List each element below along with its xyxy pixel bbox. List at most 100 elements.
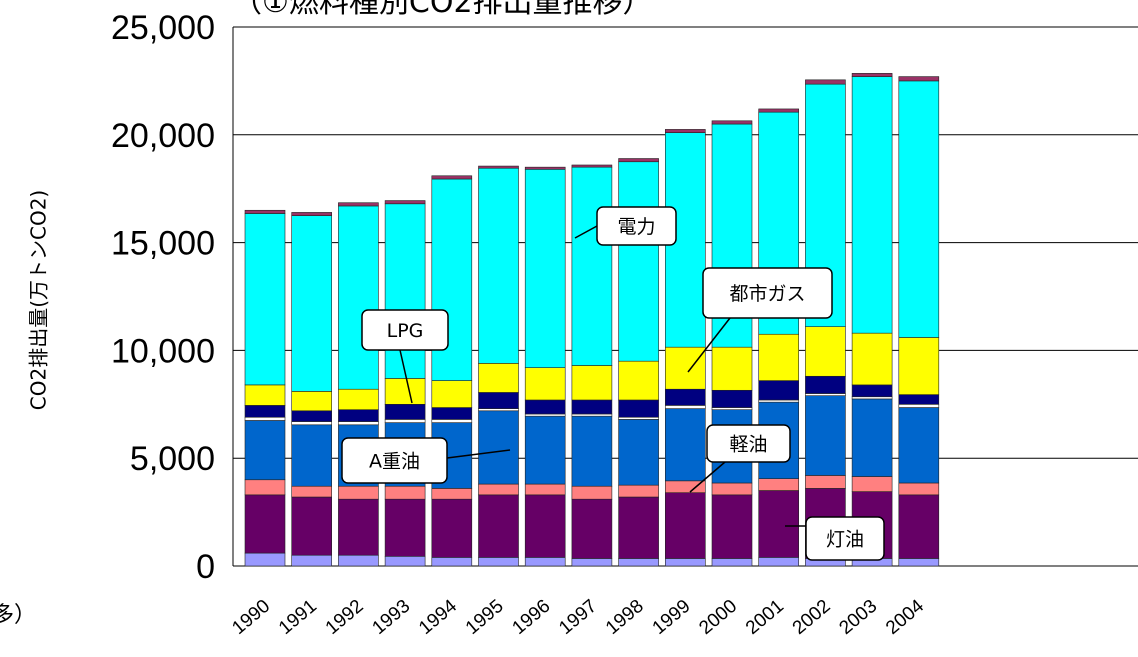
bar-segment [851,476,893,492]
bar-segment [664,129,706,133]
bar-segment [664,346,706,390]
bar-segment [758,490,800,558]
bar-segment [338,498,379,556]
bar-segment [664,558,706,567]
bar-segment [431,419,473,423]
annotation-box [361,309,449,351]
bar-segment [571,365,613,401]
bar-segment [384,555,426,567]
bar-segment [338,388,379,410]
x-tick-label: 1998 [602,596,648,639]
bar-segment [338,554,379,567]
y-tick-label: 10,000 [111,332,215,370]
bar-segment [524,483,566,496]
bar-segment [711,494,753,559]
bar-segment [384,419,426,423]
bar-segment [338,409,379,422]
bar-segment [244,416,286,421]
x-tick-label: 1993 [368,596,414,639]
bar-segment [758,399,800,403]
bar-segment [618,161,659,362]
x-tick-label: 2001 [742,596,788,639]
bar-segment [524,557,566,567]
bar-segment [805,475,846,489]
bar-segment [478,363,519,393]
annotation-leader [574,225,598,239]
annotation: A重油 [369,451,420,473]
x-tick-label: 1997 [555,596,601,639]
bar-segment [851,384,893,398]
bar-segment [478,483,519,496]
bar-segment [758,333,800,381]
bar-segment [758,380,800,401]
bar-segment [618,558,659,567]
bar-segment [898,337,940,395]
bar-segment [291,424,333,487]
bar-segment [244,552,286,567]
bar-segment [431,557,473,567]
annotation-box [702,267,833,319]
bar-segment [244,420,286,481]
y-tick-label: 25,000 [111,9,215,47]
bar-segment [244,209,286,214]
bar-segment [805,393,846,396]
bar-segment [478,165,519,169]
bar-segment [664,480,706,493]
bar-segment [898,407,940,484]
annotation: 灯油 [826,529,864,551]
annotation: 都市ガス [729,283,805,305]
annotation: 電力 [617,216,655,238]
bar-segment [431,175,473,180]
bar-segment [524,166,566,170]
bar-segment [478,392,519,409]
annotation-leader [399,349,413,404]
bar-segment [851,73,893,77]
bar-segment [384,403,426,420]
bar-segment [571,166,613,366]
bar-segment [384,200,426,205]
annotation-box [341,437,448,484]
bar-segment [618,158,659,163]
x-tick-label: 2004 [882,595,928,639]
note: 多） [0,603,36,628]
x-tick-label: 2003 [835,596,881,639]
bar-segment [524,168,566,368]
y-tick-label: 0 [196,548,215,586]
annotation-leader [446,449,511,459]
bar-segment [711,482,753,496]
bar-segment [384,485,426,500]
bar-segment [291,421,333,426]
annotation-box [596,206,677,246]
x-tick-label: 1992 [322,596,368,639]
bar-segment [618,416,659,420]
x-tick-label: 1994 [415,595,461,639]
x-tick-label: 1995 [462,596,508,639]
bar-segment [384,378,426,405]
y-axis-label: CO2排出量(万トンCO2) [27,190,51,410]
annotation-box [805,516,885,561]
bar-segment [664,405,706,409]
bar-segment [758,108,800,113]
bar-segment [291,410,333,422]
bar-segment [898,403,940,408]
bar-segment [711,389,753,408]
bar-segment [571,498,613,559]
annotation-leader [689,461,726,493]
bar-segment [291,215,333,392]
bar-segment [898,558,940,567]
y-tick-label: 5,000 [130,440,215,478]
bar-segment [571,485,613,500]
x-tick-label: 1999 [649,596,695,639]
bar-segment [571,399,613,415]
bar-segment [805,395,846,476]
bar-segment [664,408,706,482]
bar-segment [898,394,940,405]
annotation-box [706,424,791,463]
bar-segment [711,407,753,410]
bar-segment [431,380,473,408]
bar-segment [524,494,566,558]
annotation-leader [687,317,731,373]
bar-segment [571,413,613,417]
y-tick-label: 20,000 [111,117,215,155]
